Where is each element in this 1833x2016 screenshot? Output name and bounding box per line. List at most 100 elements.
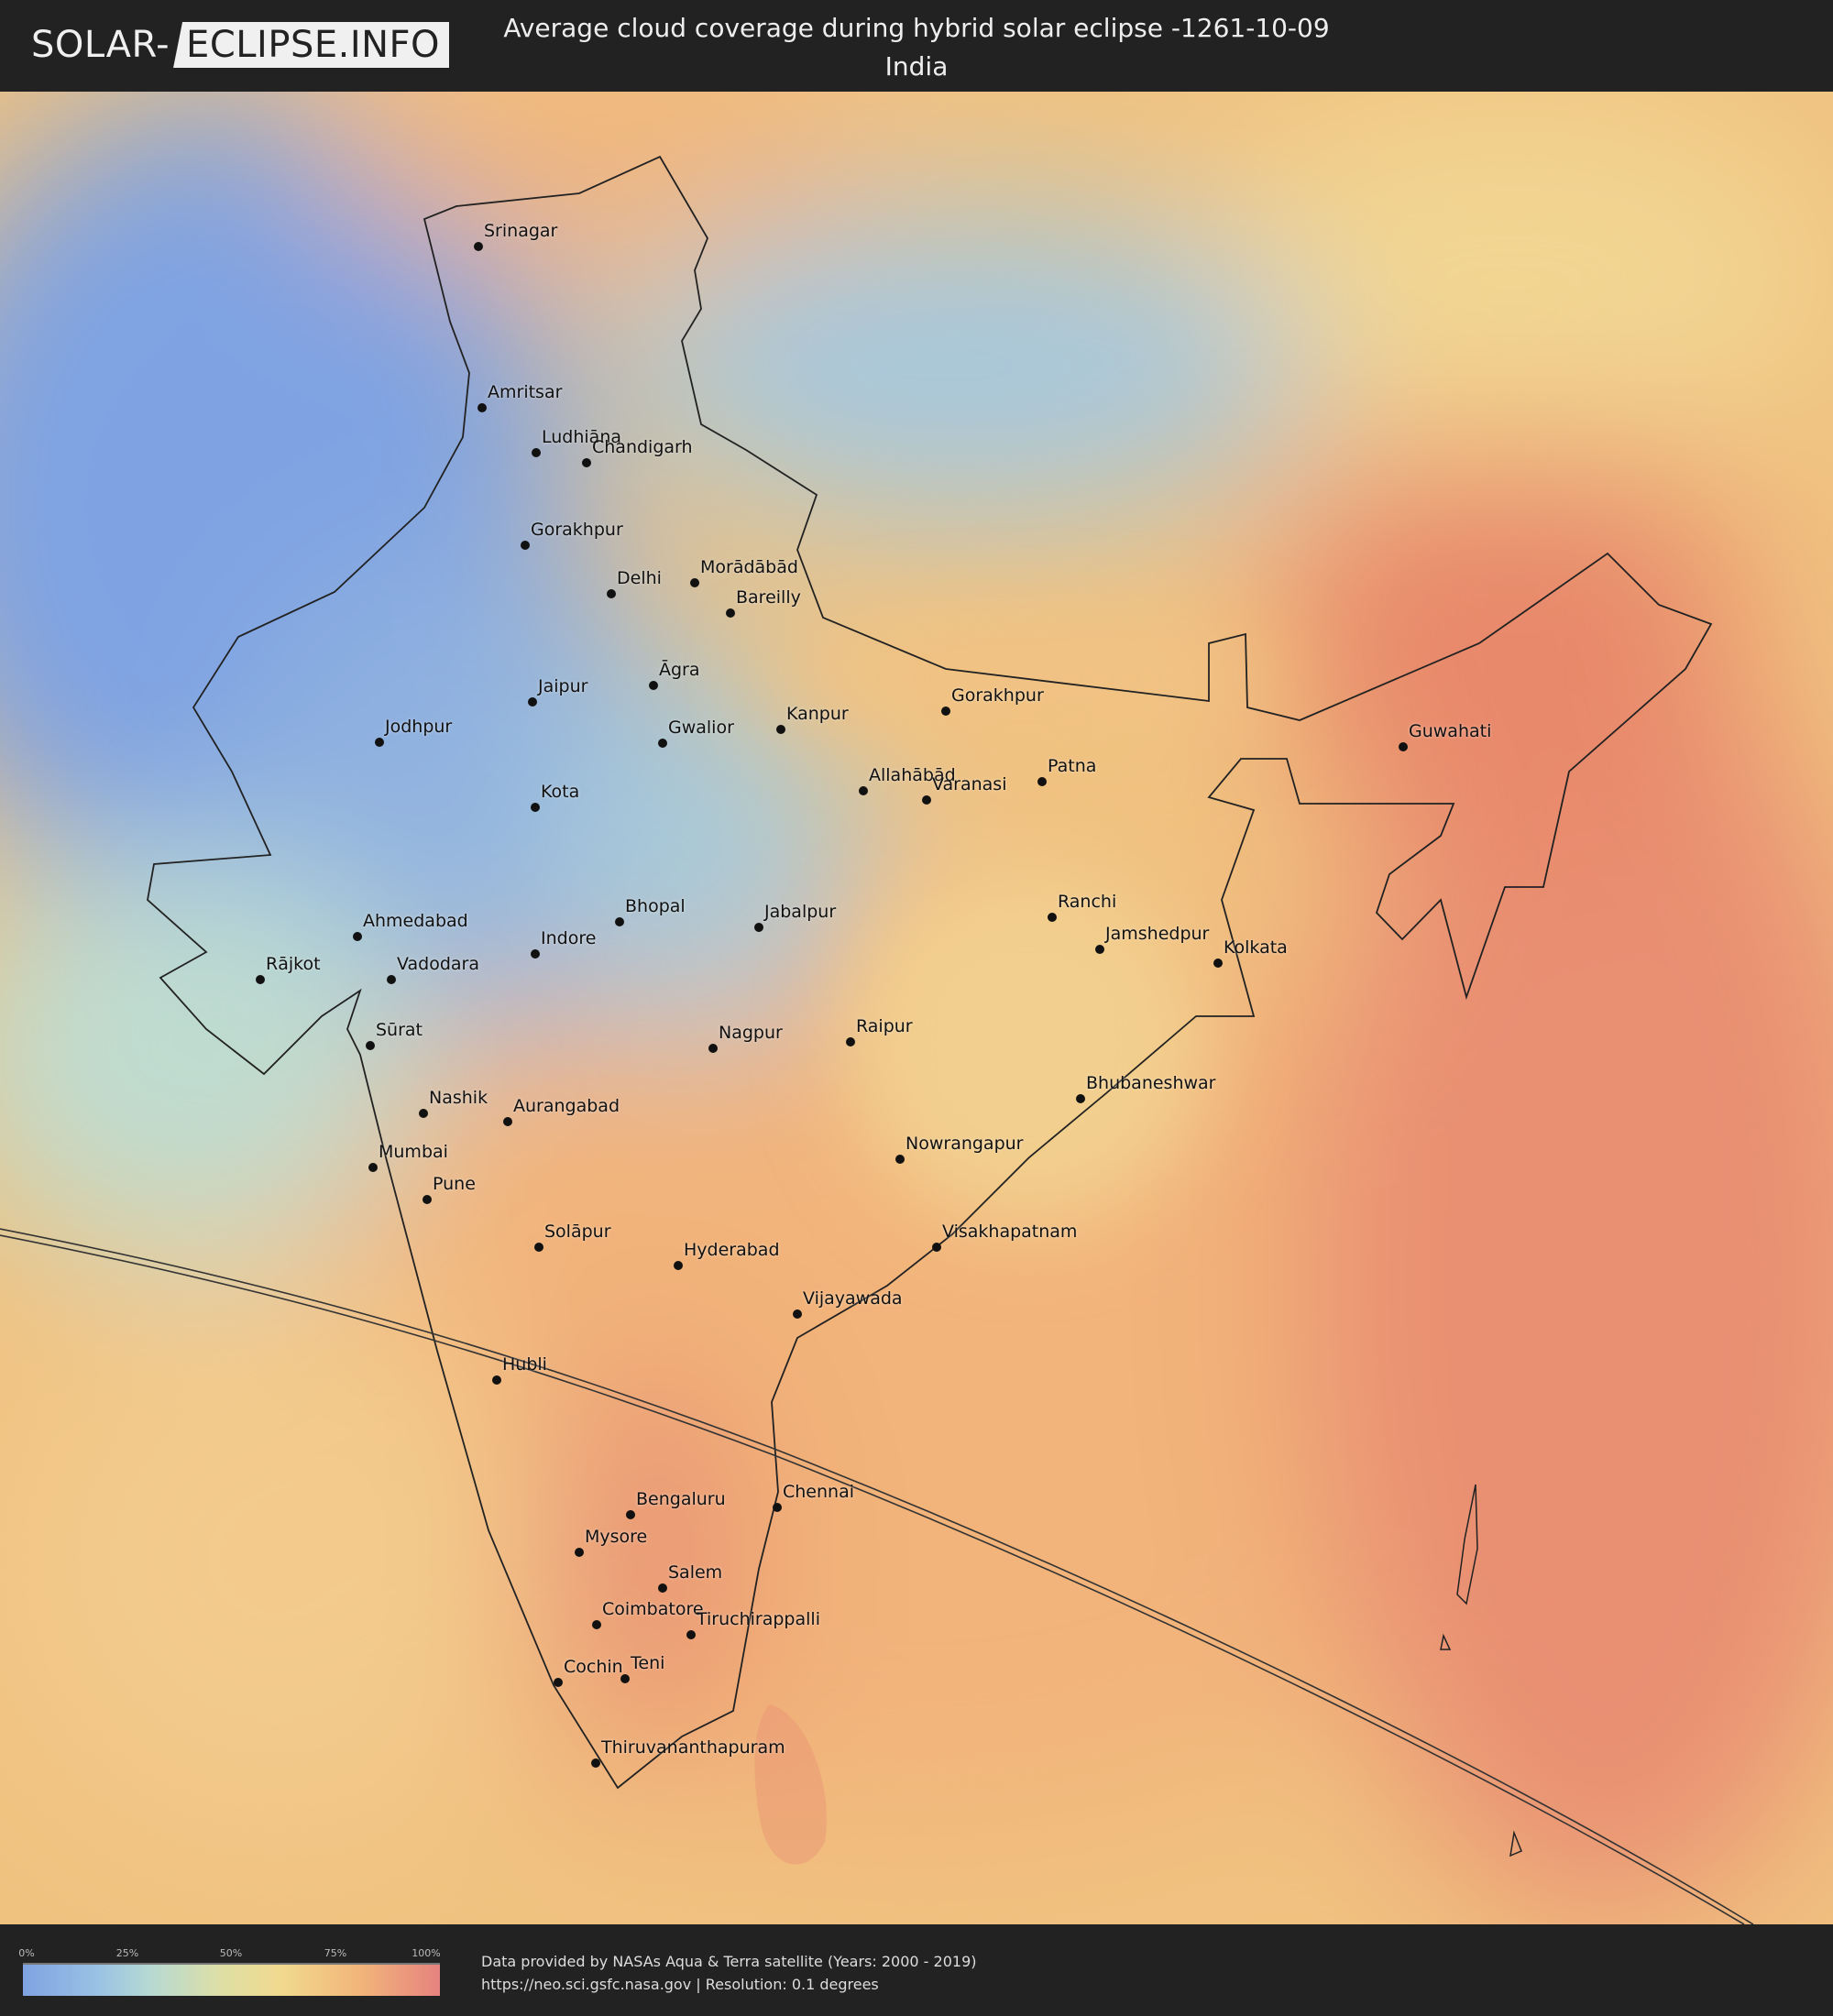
legend-tick: 0% [18,1947,35,1959]
eclipse-path-south [0,1234,1745,1924]
city-label: Rājkot [266,954,321,974]
cloud-field [0,92,1833,1924]
logo-part-2: ECLIPSE.INFO [173,22,450,68]
logo[interactable]: SOLAR- ECLIPSE.INFO [31,22,450,68]
city-dot-icon [1037,777,1047,786]
city-dot-icon [846,1037,855,1046]
city-label: Bengaluru [636,1489,726,1509]
city-label: Thiruvananthapuram [601,1737,785,1758]
city-label: Bhopal [625,896,686,916]
city-label: Tiruchirappalli [697,1609,820,1629]
city-label: Chandigarh [592,437,693,457]
legend-tick: 75% [324,1947,347,1959]
city-label: Bhubaneshwar [1086,1073,1216,1093]
city-label: Jodhpur [385,717,453,737]
city-dot-icon [793,1309,802,1319]
logo-part-1: SOLAR- [31,24,170,66]
city-label: Salem [668,1562,723,1583]
city-dot-icon [387,975,396,984]
city-dot-icon [477,403,487,412]
city-dot-icon [1076,1094,1085,1103]
city-dot-icon [1213,959,1223,968]
city-dot-icon [726,608,735,618]
header: SOLAR- ECLIPSE.INFO Average cloud covera… [0,0,1833,92]
credits: Data provided by NASAs Aqua & Terra sate… [481,1950,977,1996]
city-label: Raipur [856,1016,913,1036]
city-dot-icon [419,1109,428,1118]
city-label: Indore [541,928,597,948]
city-dot-icon [895,1155,905,1164]
city-dot-icon [626,1510,635,1519]
city-label: Gorakhpur [531,520,623,540]
city-label: Aurangabad [513,1096,620,1116]
city-dot-icon [754,923,763,932]
city-dot-icon [521,541,530,550]
city-label: Nagpur [719,1023,783,1043]
city-dot-icon [532,448,541,457]
city-label: Ranchi [1058,892,1117,912]
city-label: Coimbatore [602,1599,704,1619]
city-label: Hubli [502,1354,547,1375]
india-border [147,155,1713,1790]
city-dot-icon [256,975,265,984]
city-dot-icon [534,1243,543,1252]
credit-line-2[interactable]: https://neo.sci.gsfc.nasa.gov | Resoluti… [481,1976,879,1993]
city-label: Allahābād [869,765,956,785]
city-dot-icon [528,697,537,707]
city-label: Ahmedabad [363,911,468,931]
cloud-coverage-map[interactable]: Srinagar Amritsar Ludhiāna Chandigarh Gorakh… [0,92,1833,1924]
city-dot-icon [1048,913,1057,922]
city-label: Ludhiāna [542,427,622,447]
city-label: Amritsar [488,382,563,402]
city-label: Morādābād [700,557,798,577]
city-label: Kota [541,782,580,802]
city-dot-icon [492,1375,501,1385]
city-label: Hyderabad [684,1240,780,1260]
map-subtitle: India [884,51,949,82]
city-dot-icon [591,1759,600,1768]
sri-lanka [754,1704,827,1865]
city-dot-icon [941,707,950,716]
city-label: Mysore [585,1527,648,1547]
city-dot-icon [615,917,624,926]
city-dot-icon [554,1678,563,1687]
city-label: Sūrat [376,1020,423,1040]
city-label: Vijayawada [803,1288,903,1309]
credit-line-1: Data provided by NASAs Aqua & Terra sate… [481,1953,977,1970]
city-label: Gwalior [668,718,734,738]
city-label: Mumbai [379,1142,448,1162]
city-dot-icon [649,681,658,690]
city-label: Āgra [659,660,700,680]
city-dot-icon [375,738,384,747]
city-label: Delhi [617,568,662,588]
legend-tick: 100% [412,1947,441,1959]
city-dot-icon [708,1044,718,1053]
map-title: Average cloud coverage during hybrid sol… [503,13,1330,43]
city-dot-icon [859,786,868,795]
andaman-islands [1440,1484,1522,1857]
city-label: Bareilly [736,587,801,608]
map-title-block: Average cloud coverage during hybrid sol… [458,9,1375,86]
city-dot-icon [575,1548,584,1557]
legend-ticks: 0% 25% 50% 75% 100% [18,1947,441,1960]
city-label: Chennai [783,1482,855,1502]
city-label: Gorakhpur [951,685,1044,706]
city-label: Pune [433,1174,476,1194]
city-label: Kolkata [1224,937,1288,958]
city-label: Nashik [429,1088,488,1108]
city-dot-icon [658,1583,667,1593]
city-dot-icon [1399,742,1408,751]
city-label: Vadodara [397,954,480,974]
city-dot-icon [690,578,699,587]
city-dot-icon [353,932,362,941]
footer: 0% 25% 50% 75% 100% Data provided by NAS… [0,1924,1833,2016]
city-dot-icon [932,1243,941,1252]
city-label: Visakhapatnam [942,1222,1078,1242]
city-dot-icon [776,725,785,734]
city-dot-icon [686,1630,696,1639]
city-dot-icon [1095,945,1104,954]
city-label: Jaipur [538,676,588,696]
city-label: Guwahati [1409,721,1492,741]
eclipse-path [0,1228,1754,1924]
legend-tick: 50% [219,1947,243,1959]
